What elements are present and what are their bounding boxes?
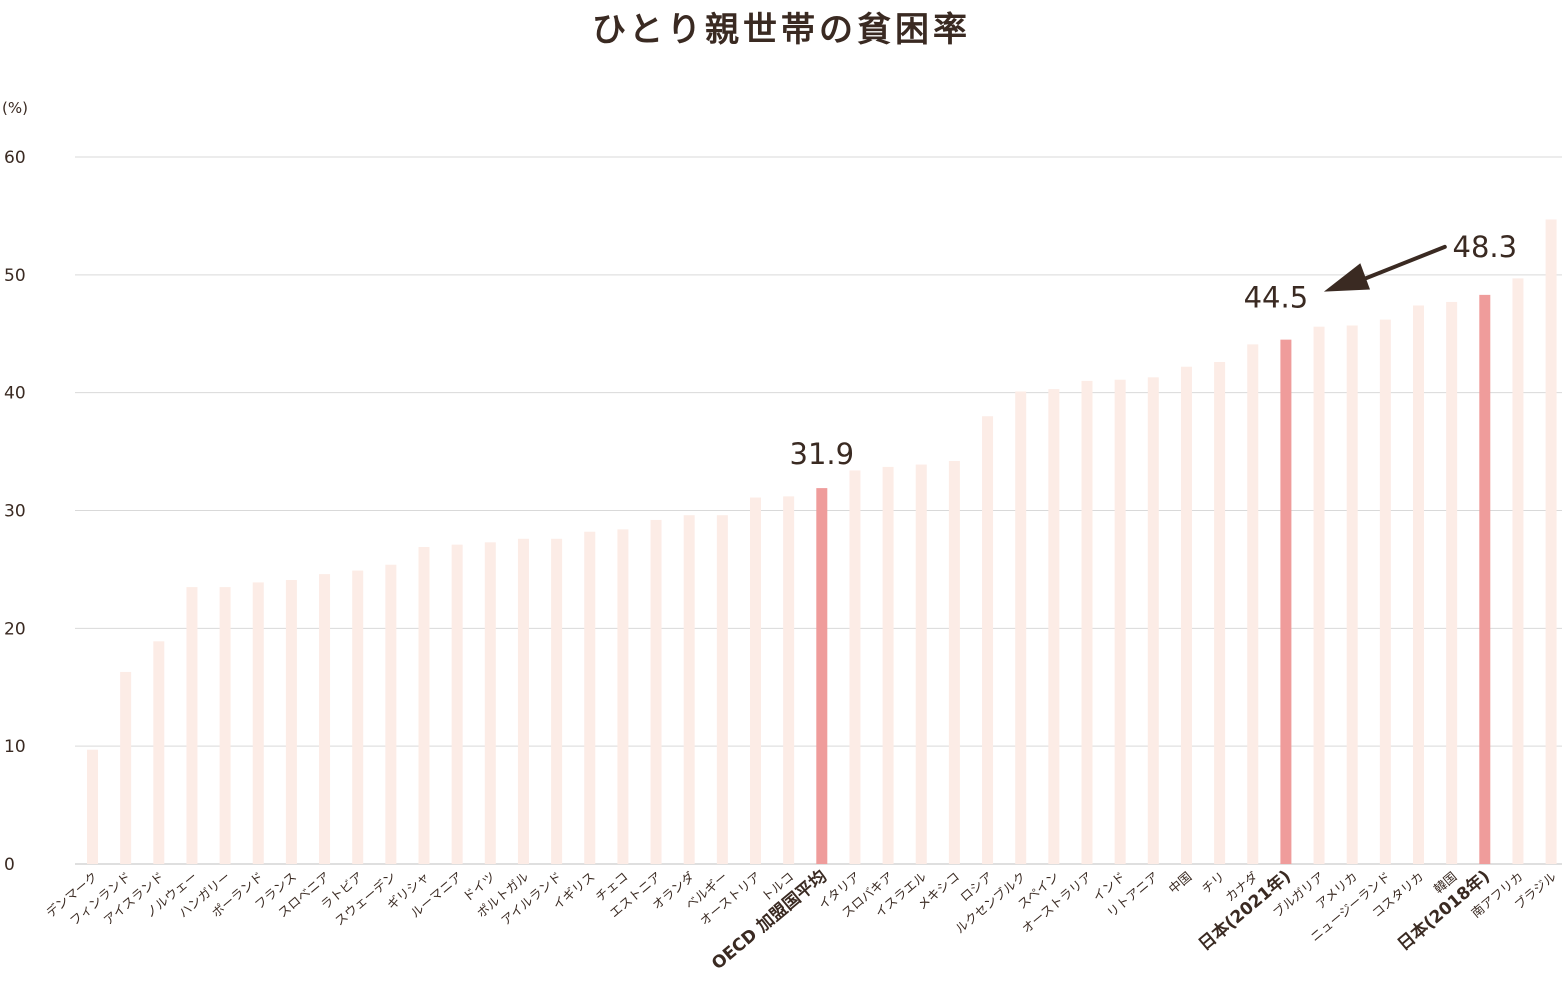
value-label-0: 31.9 xyxy=(790,437,855,471)
y-tick-label-60: 60 xyxy=(4,148,26,168)
bar-1 xyxy=(120,671,132,864)
bar-23 xyxy=(849,470,861,864)
bar-36 xyxy=(1280,339,1292,864)
bar-13 xyxy=(517,538,529,864)
bars xyxy=(87,219,1557,865)
bar-18 xyxy=(683,515,695,864)
y-tick-label-50: 50 xyxy=(4,266,26,286)
bar-14 xyxy=(551,538,563,864)
bar-7 xyxy=(319,574,331,864)
bar-37 xyxy=(1313,326,1325,864)
bar-26 xyxy=(948,461,960,864)
bar-41 xyxy=(1446,301,1458,864)
bar-12 xyxy=(484,542,496,864)
bar-19 xyxy=(716,515,728,864)
bar-4 xyxy=(219,587,231,864)
bar-28 xyxy=(1015,391,1027,864)
bar-39 xyxy=(1379,319,1391,864)
annotations: 31.9 44.5 48.3 xyxy=(790,230,1518,471)
y-tick-label-30: 30 xyxy=(4,502,26,522)
bar-44 xyxy=(1545,219,1557,864)
bar-30 xyxy=(1081,380,1093,864)
bar-15 xyxy=(584,531,596,864)
bar-20 xyxy=(750,497,761,864)
bar-25 xyxy=(915,464,927,864)
bar-11 xyxy=(451,544,463,864)
y-axis-unit-label: (%) xyxy=(2,99,28,117)
bar-24 xyxy=(882,466,894,864)
value-label-1: 44.5 xyxy=(1244,281,1309,315)
bar-35 xyxy=(1247,344,1259,865)
bar-9 xyxy=(385,564,397,864)
bar-8 xyxy=(352,570,364,864)
y-tick-label-10: 10 xyxy=(4,737,26,757)
bar-6 xyxy=(285,580,297,864)
bar-22 xyxy=(816,488,828,864)
value-label-2: 48.3 xyxy=(1453,230,1518,264)
bar-43 xyxy=(1512,278,1524,864)
bar-17 xyxy=(650,519,662,864)
chart-title: ひとり親世帯の貧困率 xyxy=(592,10,971,50)
bar-29 xyxy=(1048,389,1060,864)
bar-40 xyxy=(1413,305,1424,865)
y-tick-label-40: 40 xyxy=(4,384,26,404)
annotation-arrow-head xyxy=(1323,263,1371,292)
x-tick-label-33: 中国 xyxy=(1166,869,1195,897)
bar-0 xyxy=(87,749,98,864)
bar-2 xyxy=(153,641,165,864)
bar-33 xyxy=(1180,366,1192,864)
bar-34 xyxy=(1214,362,1226,864)
bar-10 xyxy=(418,547,430,864)
bar-16 xyxy=(617,529,629,864)
bar-31 xyxy=(1114,379,1126,864)
bar-27 xyxy=(982,416,994,864)
bar-3 xyxy=(186,587,198,864)
y-axis-ticks: 0 10 20 30 40 50 60 xyxy=(4,148,26,875)
y-tick-label-0: 0 xyxy=(4,855,15,875)
x-axis-labels: デンマークフィンランドアイスランドノルウェーハンガリーポーランドフランススロベニ… xyxy=(43,866,1559,974)
bar-5 xyxy=(252,582,264,864)
y-tick-label-20: 20 xyxy=(4,619,26,639)
bar-21 xyxy=(783,496,795,864)
bar-38 xyxy=(1346,325,1358,864)
bar-32 xyxy=(1147,377,1159,864)
bar-42 xyxy=(1479,294,1491,864)
